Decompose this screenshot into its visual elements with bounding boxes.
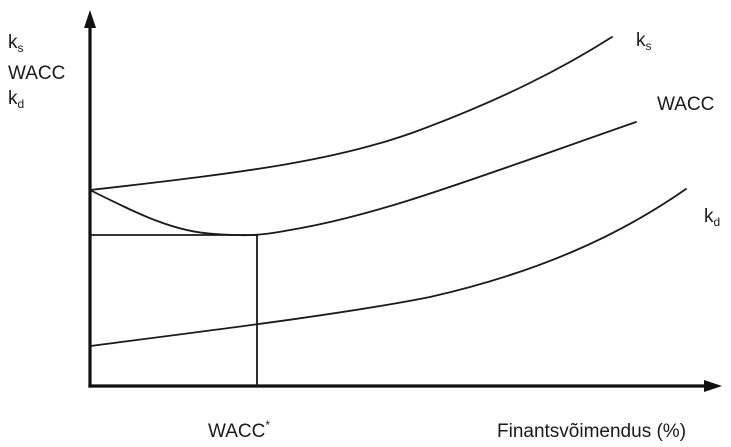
y-axis-label-kd: kd [8, 88, 24, 111]
y-axis-label-wacc: WACC [8, 63, 65, 84]
x-axis-arrow [704, 380, 722, 392]
y-axis-arrow [84, 10, 96, 28]
series-label-kd: kd [704, 206, 720, 229]
series-label-ks: ks [636, 30, 652, 53]
x-axis-title: Finantsvõimendus (%) [497, 421, 686, 442]
series-kd-line [89, 188, 687, 347]
x-marker-label: WACC* [208, 418, 270, 442]
y-axis-label-ks: ks [8, 32, 24, 55]
series-label-wacc: WACC [657, 94, 714, 115]
series-ks-line [89, 36, 613, 191]
series-wacc-line [89, 121, 637, 237]
